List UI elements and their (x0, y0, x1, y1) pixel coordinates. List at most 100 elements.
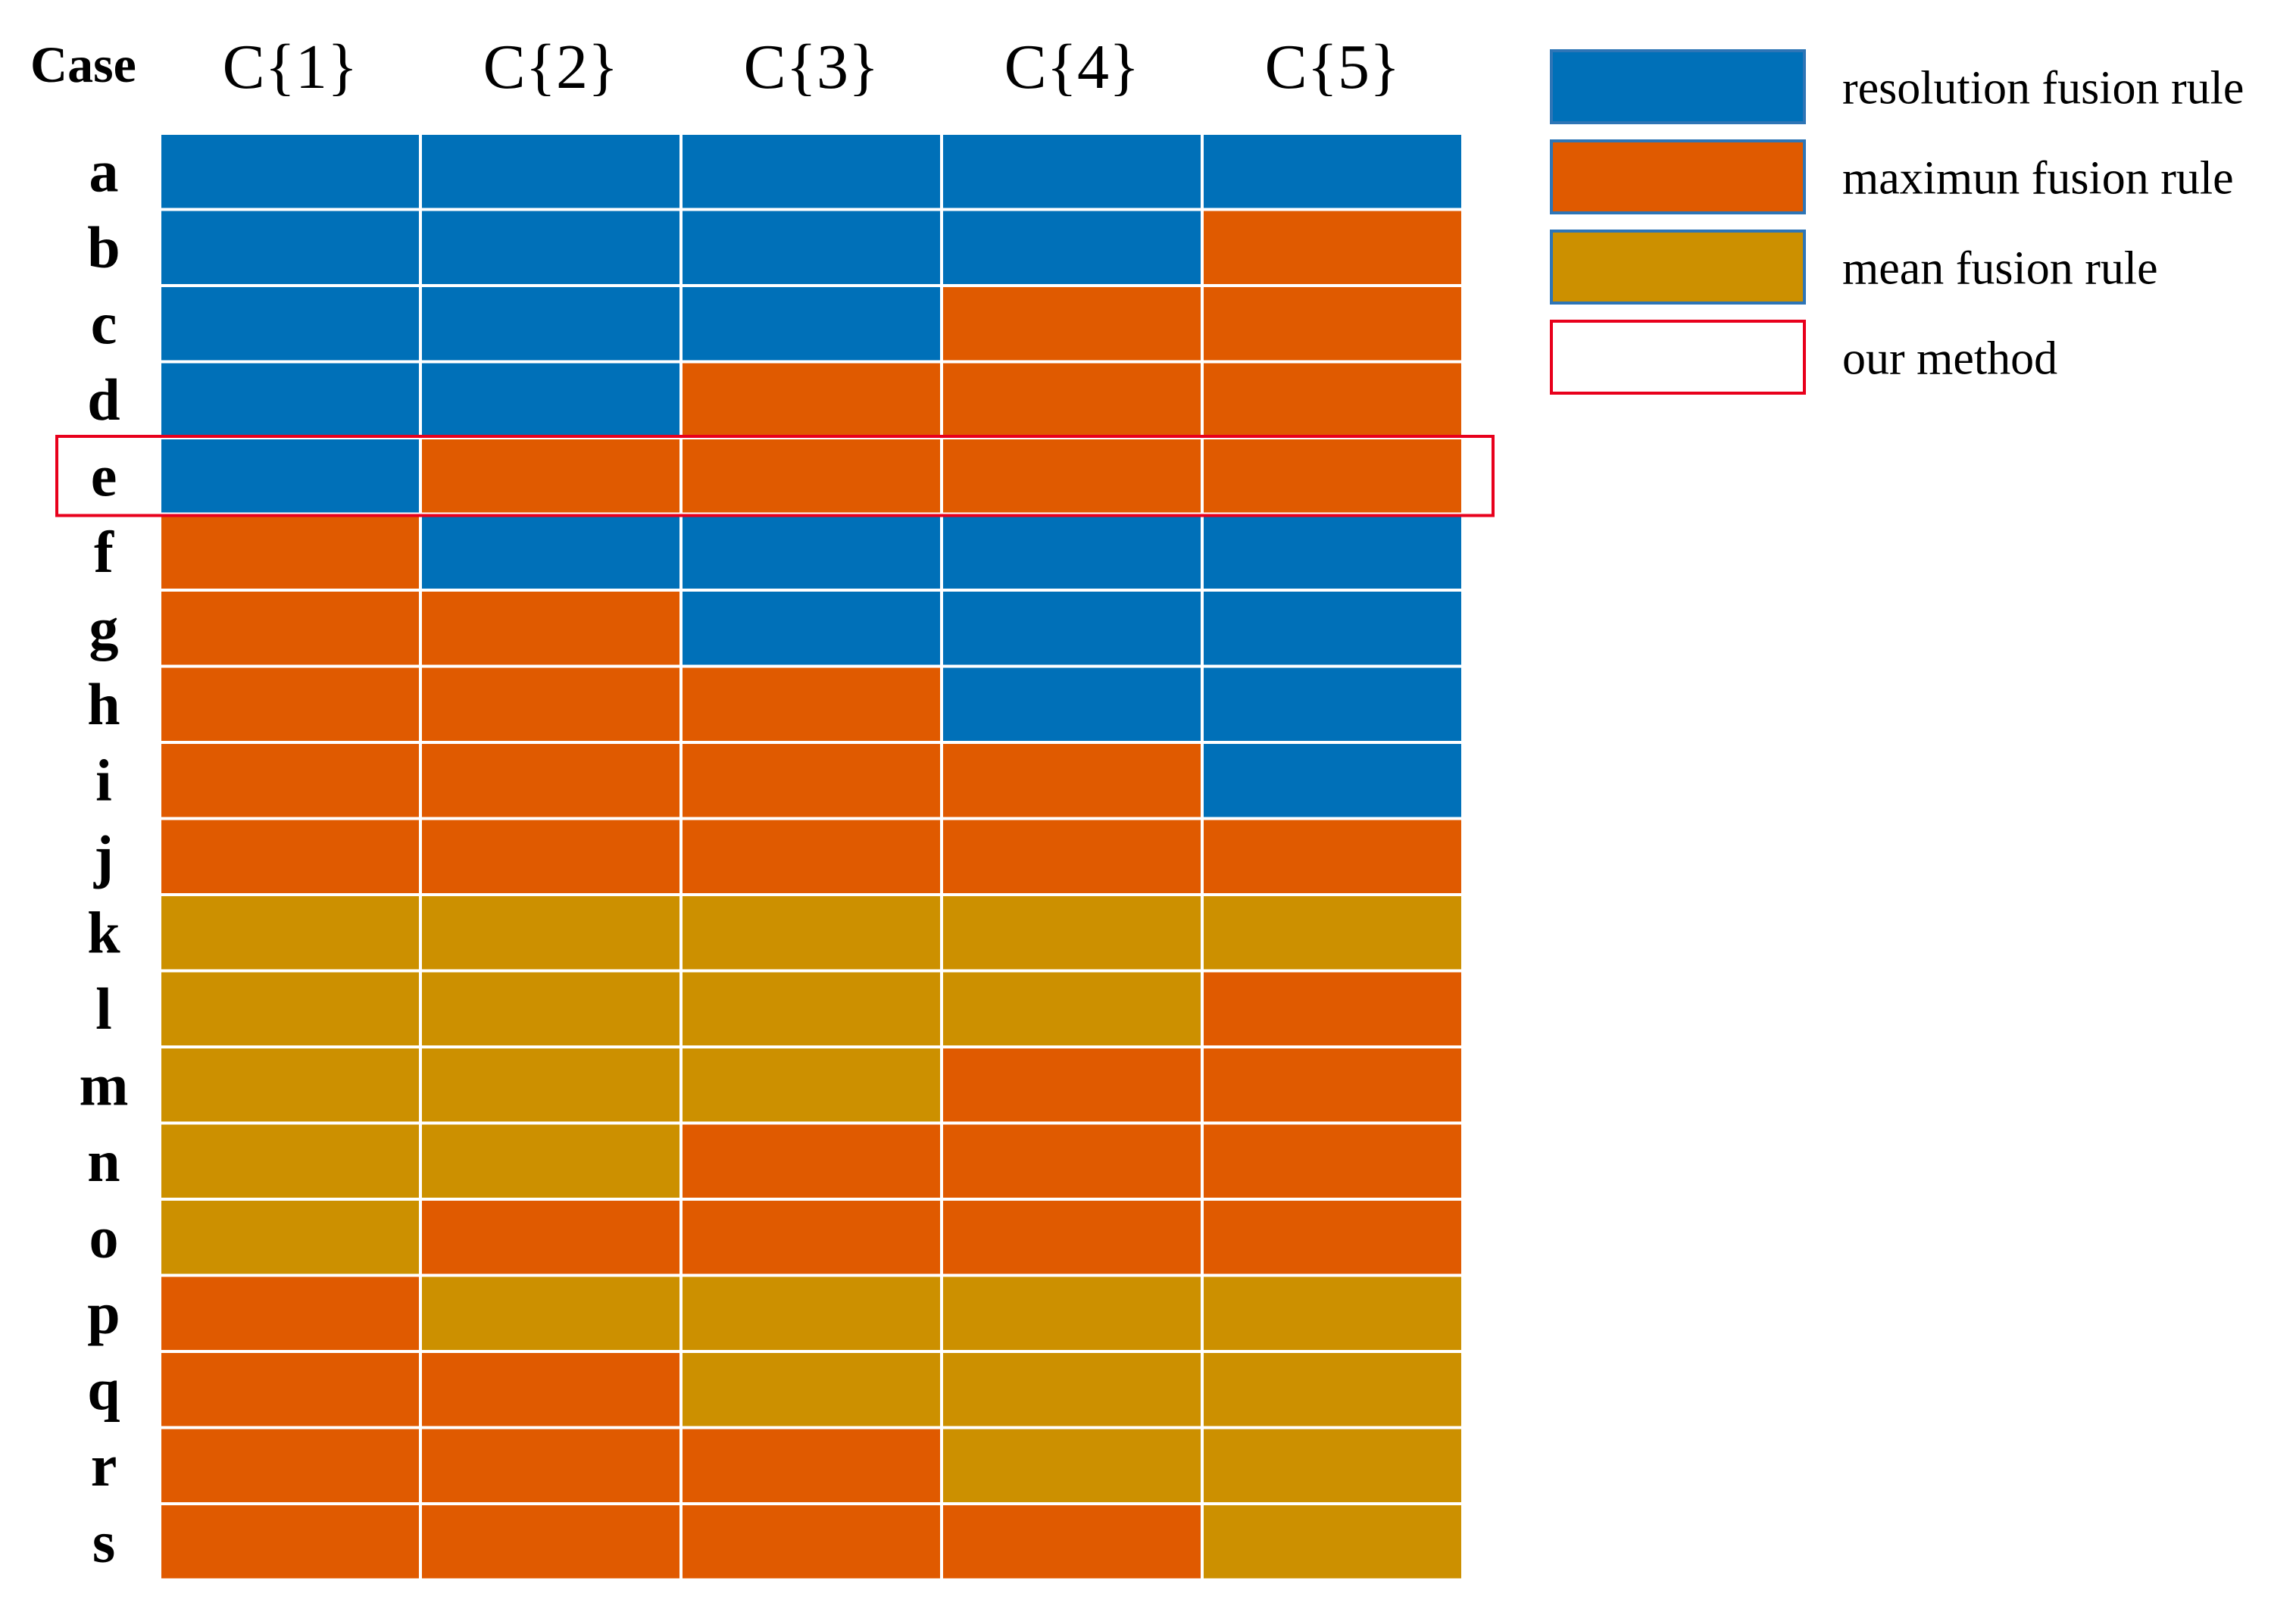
cell-j-3 (679, 817, 943, 896)
legend-label: our method (1842, 333, 2057, 385)
cell-n-2 (419, 1121, 683, 1201)
cell-j-2 (419, 817, 683, 896)
cell-q-4 (940, 1350, 1204, 1429)
cell-l-4 (940, 969, 1204, 1048)
legend: resolution fusion rule maximun fusion rul… (1550, 49, 2244, 395)
column-labels: Case C{1} C{2} C{3} C{4} C{5} (30, 32, 1400, 102)
legend-swatch (1550, 139, 1806, 214)
row-label: j (93, 823, 114, 889)
cell-a-5 (1201, 132, 1464, 211)
row-label: n (87, 1128, 120, 1194)
cell-q-1 (158, 1350, 422, 1429)
row-label: i (95, 747, 112, 813)
cell-g-3 (679, 589, 943, 668)
cell-i-4 (940, 741, 1204, 820)
cell-c-4 (940, 284, 1204, 364)
cell-l-5 (1201, 969, 1464, 1048)
row-label: o (89, 1204, 119, 1270)
cell-h-2 (419, 664, 683, 744)
cell-n-5 (1201, 1121, 1464, 1201)
column-label: C{1} (223, 32, 358, 102)
legend-label: mean fusion rule (1842, 243, 2158, 295)
row-label: e (91, 442, 117, 508)
legend-swatch (1550, 49, 1806, 124)
cell-n-1 (158, 1121, 422, 1201)
column-label: C{4} (1004, 32, 1140, 102)
cell-p-3 (679, 1273, 943, 1353)
cell-g-5 (1201, 589, 1464, 668)
cell-e-2 (419, 436, 683, 516)
column-label: C{5} (1265, 32, 1401, 102)
cell-q-3 (679, 1350, 943, 1429)
row-label: d (87, 367, 120, 433)
cell-l-2 (419, 969, 683, 1048)
cell-s-3 (679, 1502, 943, 1582)
row-label: s (92, 1508, 115, 1574)
row-label: m (80, 1051, 129, 1117)
row-label: b (87, 214, 120, 280)
cell-b-2 (419, 208, 683, 287)
cell-d-4 (940, 360, 1204, 439)
cell-q-5 (1201, 1350, 1464, 1429)
cell-grid (158, 132, 1464, 1582)
cell-r-1 (158, 1426, 422, 1505)
row-label: a (89, 138, 119, 204)
row-label: g (89, 595, 119, 661)
cell-g-1 (158, 589, 422, 668)
row-label: c (91, 290, 117, 356)
cell-f-1 (158, 512, 422, 592)
cell-e-5 (1201, 436, 1464, 516)
cell-p-4 (940, 1273, 1204, 1353)
cell-s-1 (158, 1502, 422, 1582)
cell-i-3 (679, 741, 943, 820)
row-header-label: Case (30, 36, 136, 93)
cell-r-2 (419, 1426, 683, 1505)
highlight-box (55, 435, 1495, 517)
cell-j-4 (940, 817, 1204, 896)
cell-d-3 (679, 360, 943, 439)
cell-a-2 (419, 132, 683, 211)
cell-d-1 (158, 360, 422, 439)
cell-c-3 (679, 284, 943, 364)
cell-e-4 (940, 436, 1204, 516)
cell-c-2 (419, 284, 683, 364)
cell-r-5 (1201, 1426, 1464, 1505)
cell-f-4 (940, 512, 1204, 592)
cell-o-1 (158, 1198, 422, 1277)
highlight-group (55, 435, 1495, 517)
row-label: q (87, 1356, 120, 1422)
cell-r-4 (940, 1426, 1204, 1505)
cell-g-4 (940, 589, 1204, 668)
cell-d-2 (419, 360, 683, 439)
cell-m-4 (940, 1045, 1204, 1125)
cell-d-5 (1201, 360, 1464, 439)
row-label: h (87, 671, 120, 737)
row-label: k (87, 899, 120, 965)
cell-k-5 (1201, 893, 1464, 973)
cell-e-3 (679, 436, 943, 516)
cell-g-2 (419, 589, 683, 668)
cell-m-5 (1201, 1045, 1464, 1125)
cell-m-2 (419, 1045, 683, 1125)
cell-l-3 (679, 969, 943, 1048)
cell-b-1 (158, 208, 422, 287)
cell-n-3 (679, 1121, 943, 1201)
cell-f-5 (1201, 512, 1464, 592)
cell-o-4 (940, 1198, 1204, 1277)
cell-p-1 (158, 1273, 422, 1353)
cell-i-1 (158, 741, 422, 820)
row-label: r (91, 1433, 117, 1498)
cell-a-3 (679, 132, 943, 211)
cell-a-4 (940, 132, 1204, 211)
row-label: f (94, 519, 114, 585)
cell-k-4 (940, 893, 1204, 973)
legend-label: resolution fusion rule (1842, 63, 2244, 114)
cell-j-5 (1201, 817, 1464, 896)
cell-p-2 (419, 1273, 683, 1353)
cell-r-3 (679, 1426, 943, 1505)
cell-k-3 (679, 893, 943, 973)
cell-h-1 (158, 664, 422, 744)
column-label: C{3} (744, 32, 879, 102)
